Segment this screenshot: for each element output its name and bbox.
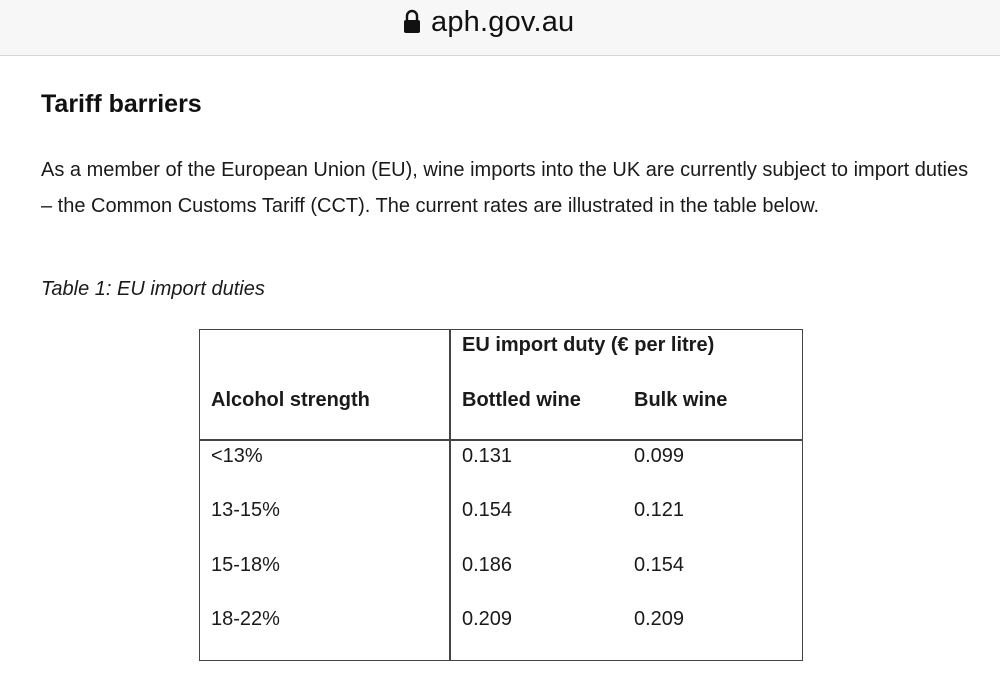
- table-cell-strength: 13-15%: [211, 499, 280, 521]
- table-cell-bulk: 0.209: [634, 608, 685, 630]
- table-cell-bulk: 0.121: [634, 499, 685, 521]
- url-text: aph.gov.au: [431, 5, 575, 38]
- table-cell-strength: 18-22%: [211, 608, 280, 630]
- table-cell-bulk: 0.154: [634, 554, 685, 576]
- header-alcohol-strength: Alcohol strength: [211, 389, 370, 411]
- table-caption: Table 1: EU import duties: [41, 278, 265, 300]
- table-cell-strength: 15-18%: [211, 554, 280, 576]
- table-cell-bottled: 0.131: [462, 445, 513, 467]
- header-bulk-wine: Bulk wine: [634, 389, 728, 411]
- group-header: EU import duty (€ per litre): [462, 334, 715, 356]
- intro-paragraph: As a member of the European Union (EU), …: [41, 159, 969, 217]
- page-heading: Tariff barriers: [41, 90, 202, 118]
- table-divider-vertical: [449, 329, 451, 661]
- table-divider-horizontal: [199, 439, 803, 441]
- page-content: Tariff barriers As a member of the Europ…: [0, 56, 1000, 699]
- url-display[interactable]: aph.gov.au: [403, 4, 574, 40]
- table-cell-bulk: 0.099: [634, 445, 685, 467]
- table-cell-bottled: 0.209: [462, 608, 513, 630]
- lock-icon: [403, 9, 421, 35]
- table-cell-strength: <13%: [211, 445, 263, 467]
- table-cell-bottled: 0.186: [462, 554, 513, 576]
- address-bar[interactable]: aph.gov.au: [0, 0, 1000, 56]
- header-bottled-wine: Bottled wine: [462, 389, 581, 411]
- table-cell-bottled: 0.154: [462, 499, 513, 521]
